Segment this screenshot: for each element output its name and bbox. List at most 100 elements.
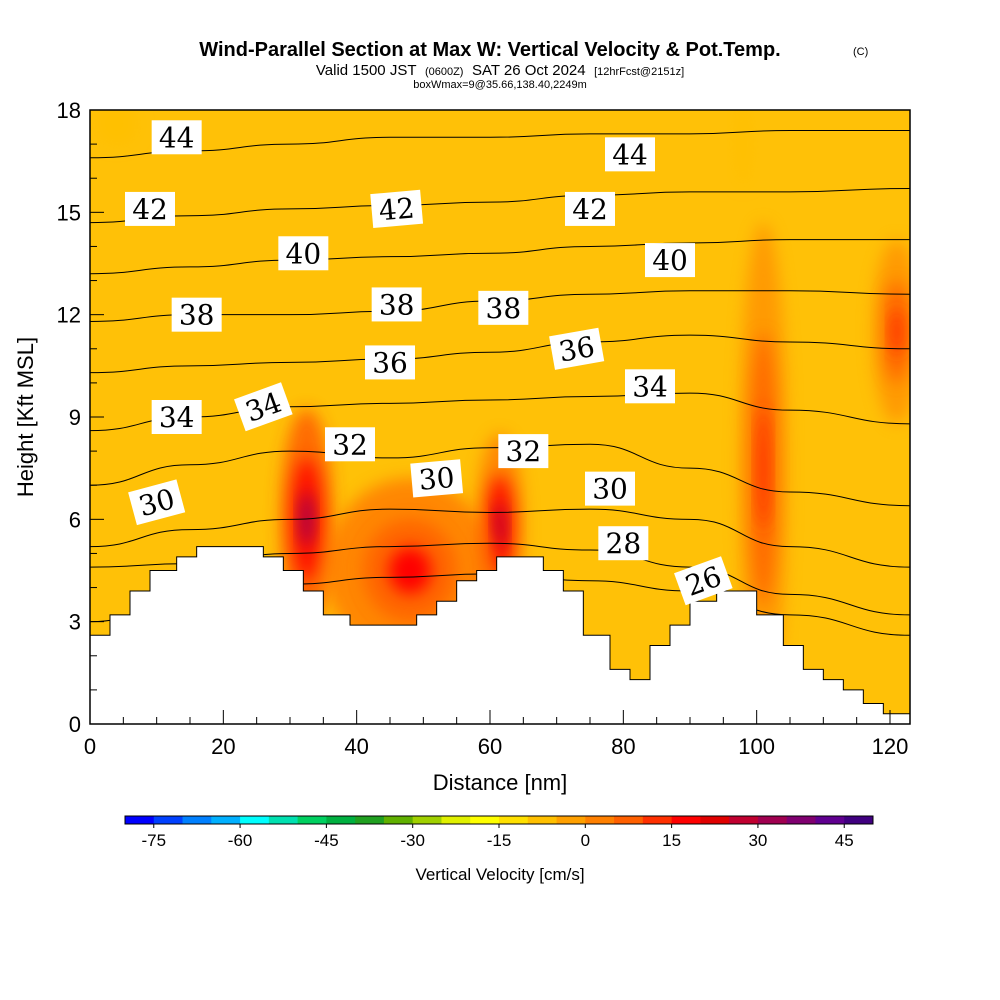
subtitle-valid-time: Valid 1500 JST (316, 62, 417, 79)
colorbar-swatch (355, 816, 385, 824)
colorbar-swatch (642, 816, 673, 824)
contour-label: 42 (565, 191, 615, 226)
contour-label-text: 34 (632, 370, 668, 403)
y-tick-label: 6 (69, 507, 81, 532)
velocity-field (96, 110, 910, 714)
contour-label-box (498, 434, 549, 469)
contour-label-text: 42 (132, 193, 168, 226)
contour-label-text: 38 (486, 292, 522, 325)
downdraft-spot (735, 110, 752, 186)
contour-label: 32 (498, 434, 549, 469)
contour-label-box (645, 243, 695, 278)
colorbar-swatch (585, 816, 615, 824)
contour-label: 28 (598, 526, 649, 561)
title-copyright-mark: (C) (853, 46, 868, 58)
contour-label-text: 36 (372, 346, 408, 379)
colorbar-swatch (383, 816, 414, 824)
contour-label-box (171, 297, 222, 332)
contour-label-box (585, 471, 635, 506)
contour-label-box (605, 137, 655, 172)
terrain-profile (90, 546, 910, 724)
contour-label: 42 (125, 191, 175, 226)
colorbar-swatch (499, 816, 529, 824)
contour-label: 26 (674, 556, 733, 606)
colorbar-swatch (844, 816, 874, 824)
subtitle-date: SAT 26 Oct 2024 (472, 62, 586, 79)
contour-label-box (128, 479, 186, 526)
contour-label-box (565, 191, 615, 226)
x-tick-label: 120 (872, 734, 909, 759)
subtitle-forecast: [12hrFcst@2151z] (594, 66, 684, 78)
contour-label-box (625, 369, 675, 404)
contour-label-box (478, 290, 529, 325)
contour-label-box (234, 382, 293, 432)
contour-label-box (365, 345, 415, 380)
contour-label: 44 (151, 120, 202, 155)
contour-label-box (410, 459, 464, 498)
contour-label: 42 (370, 189, 424, 229)
contour-label-box (598, 526, 649, 561)
colorbar-label: Vertical Velocity [cm/s] (415, 865, 584, 884)
contour-label: 34 (625, 369, 675, 404)
y-tick-label: 18 (57, 98, 81, 123)
x-tick-label: 40 (344, 734, 368, 759)
contour-label-text: 36 (556, 330, 597, 369)
updraft-core (757, 406, 770, 530)
colorbar-tick-label: 30 (748, 831, 767, 850)
colorbar-swatch (153, 816, 184, 824)
colorbar-swatch (786, 816, 816, 824)
subtitle-utc-time: (0600Z) (425, 66, 464, 78)
contour-label: 38 (478, 290, 529, 325)
contour-label-box (151, 120, 202, 155)
colorbar-swatch (125, 816, 155, 824)
x-tick-label: 0 (84, 734, 96, 759)
theta-contour-line (90, 239, 910, 275)
colorbar-swatch (527, 816, 558, 824)
y-axis: 0 3 6 9 12 15 18 (57, 98, 104, 737)
theta-contour-line (90, 187, 910, 224)
updraft-core (494, 503, 506, 550)
contour-label-text: 28 (606, 527, 642, 560)
colorbar-swatch (671, 816, 701, 824)
contour-label-box (278, 236, 329, 271)
contour-label-text: 42 (572, 193, 608, 226)
colorbar-swatch (211, 816, 241, 824)
x-tick-label: 60 (478, 734, 502, 759)
y-tick-label: 9 (69, 405, 81, 430)
contour-label: 34 (151, 400, 202, 434)
contour-label: 40 (278, 236, 329, 271)
contour-label-text: 30 (592, 473, 628, 506)
colorbar-swatch (182, 816, 212, 824)
colorbar-swatch (470, 816, 500, 824)
contour-label-box (370, 189, 424, 229)
colorbar-swatch (729, 816, 759, 824)
contour-label: 30 (410, 459, 464, 498)
x-axis: 0 20 40 60 80 100 120 (84, 710, 908, 759)
colorbar-tick-label: 15 (662, 831, 681, 850)
contour-label-box (371, 287, 422, 322)
chart-subtitle: Valid 1500 JST (0600Z) SAT 26 Oct 2024 [… (316, 62, 684, 79)
colorbar-swatch (614, 816, 644, 824)
contour-label: 38 (171, 297, 222, 332)
theta-contour-line (90, 129, 910, 159)
theta-contour-line (90, 508, 910, 568)
theta-contour-line (90, 392, 910, 432)
colorbar-swatch (700, 816, 730, 824)
y-tick-label: 3 (69, 610, 81, 635)
colorbar-swatch (556, 816, 586, 824)
x-tick-label: 80 (611, 734, 635, 759)
colorbar-tick-label: -75 (141, 831, 166, 850)
contour-label: 36 (365, 345, 415, 380)
contour-label: 32 (325, 427, 375, 462)
y-tick-label: 12 (57, 303, 81, 328)
colorbar-tick-label: -45 (314, 831, 339, 850)
contour-label: 30 (128, 479, 186, 526)
colorbar-swatch (240, 816, 270, 824)
updraft-core (890, 308, 903, 355)
colorbar-tick-label: -30 (400, 831, 425, 850)
contour-label-text: 42 (378, 191, 416, 227)
contour-label: 38 (371, 287, 422, 322)
y-axis-label: Height [Kft MSL] (13, 337, 38, 497)
